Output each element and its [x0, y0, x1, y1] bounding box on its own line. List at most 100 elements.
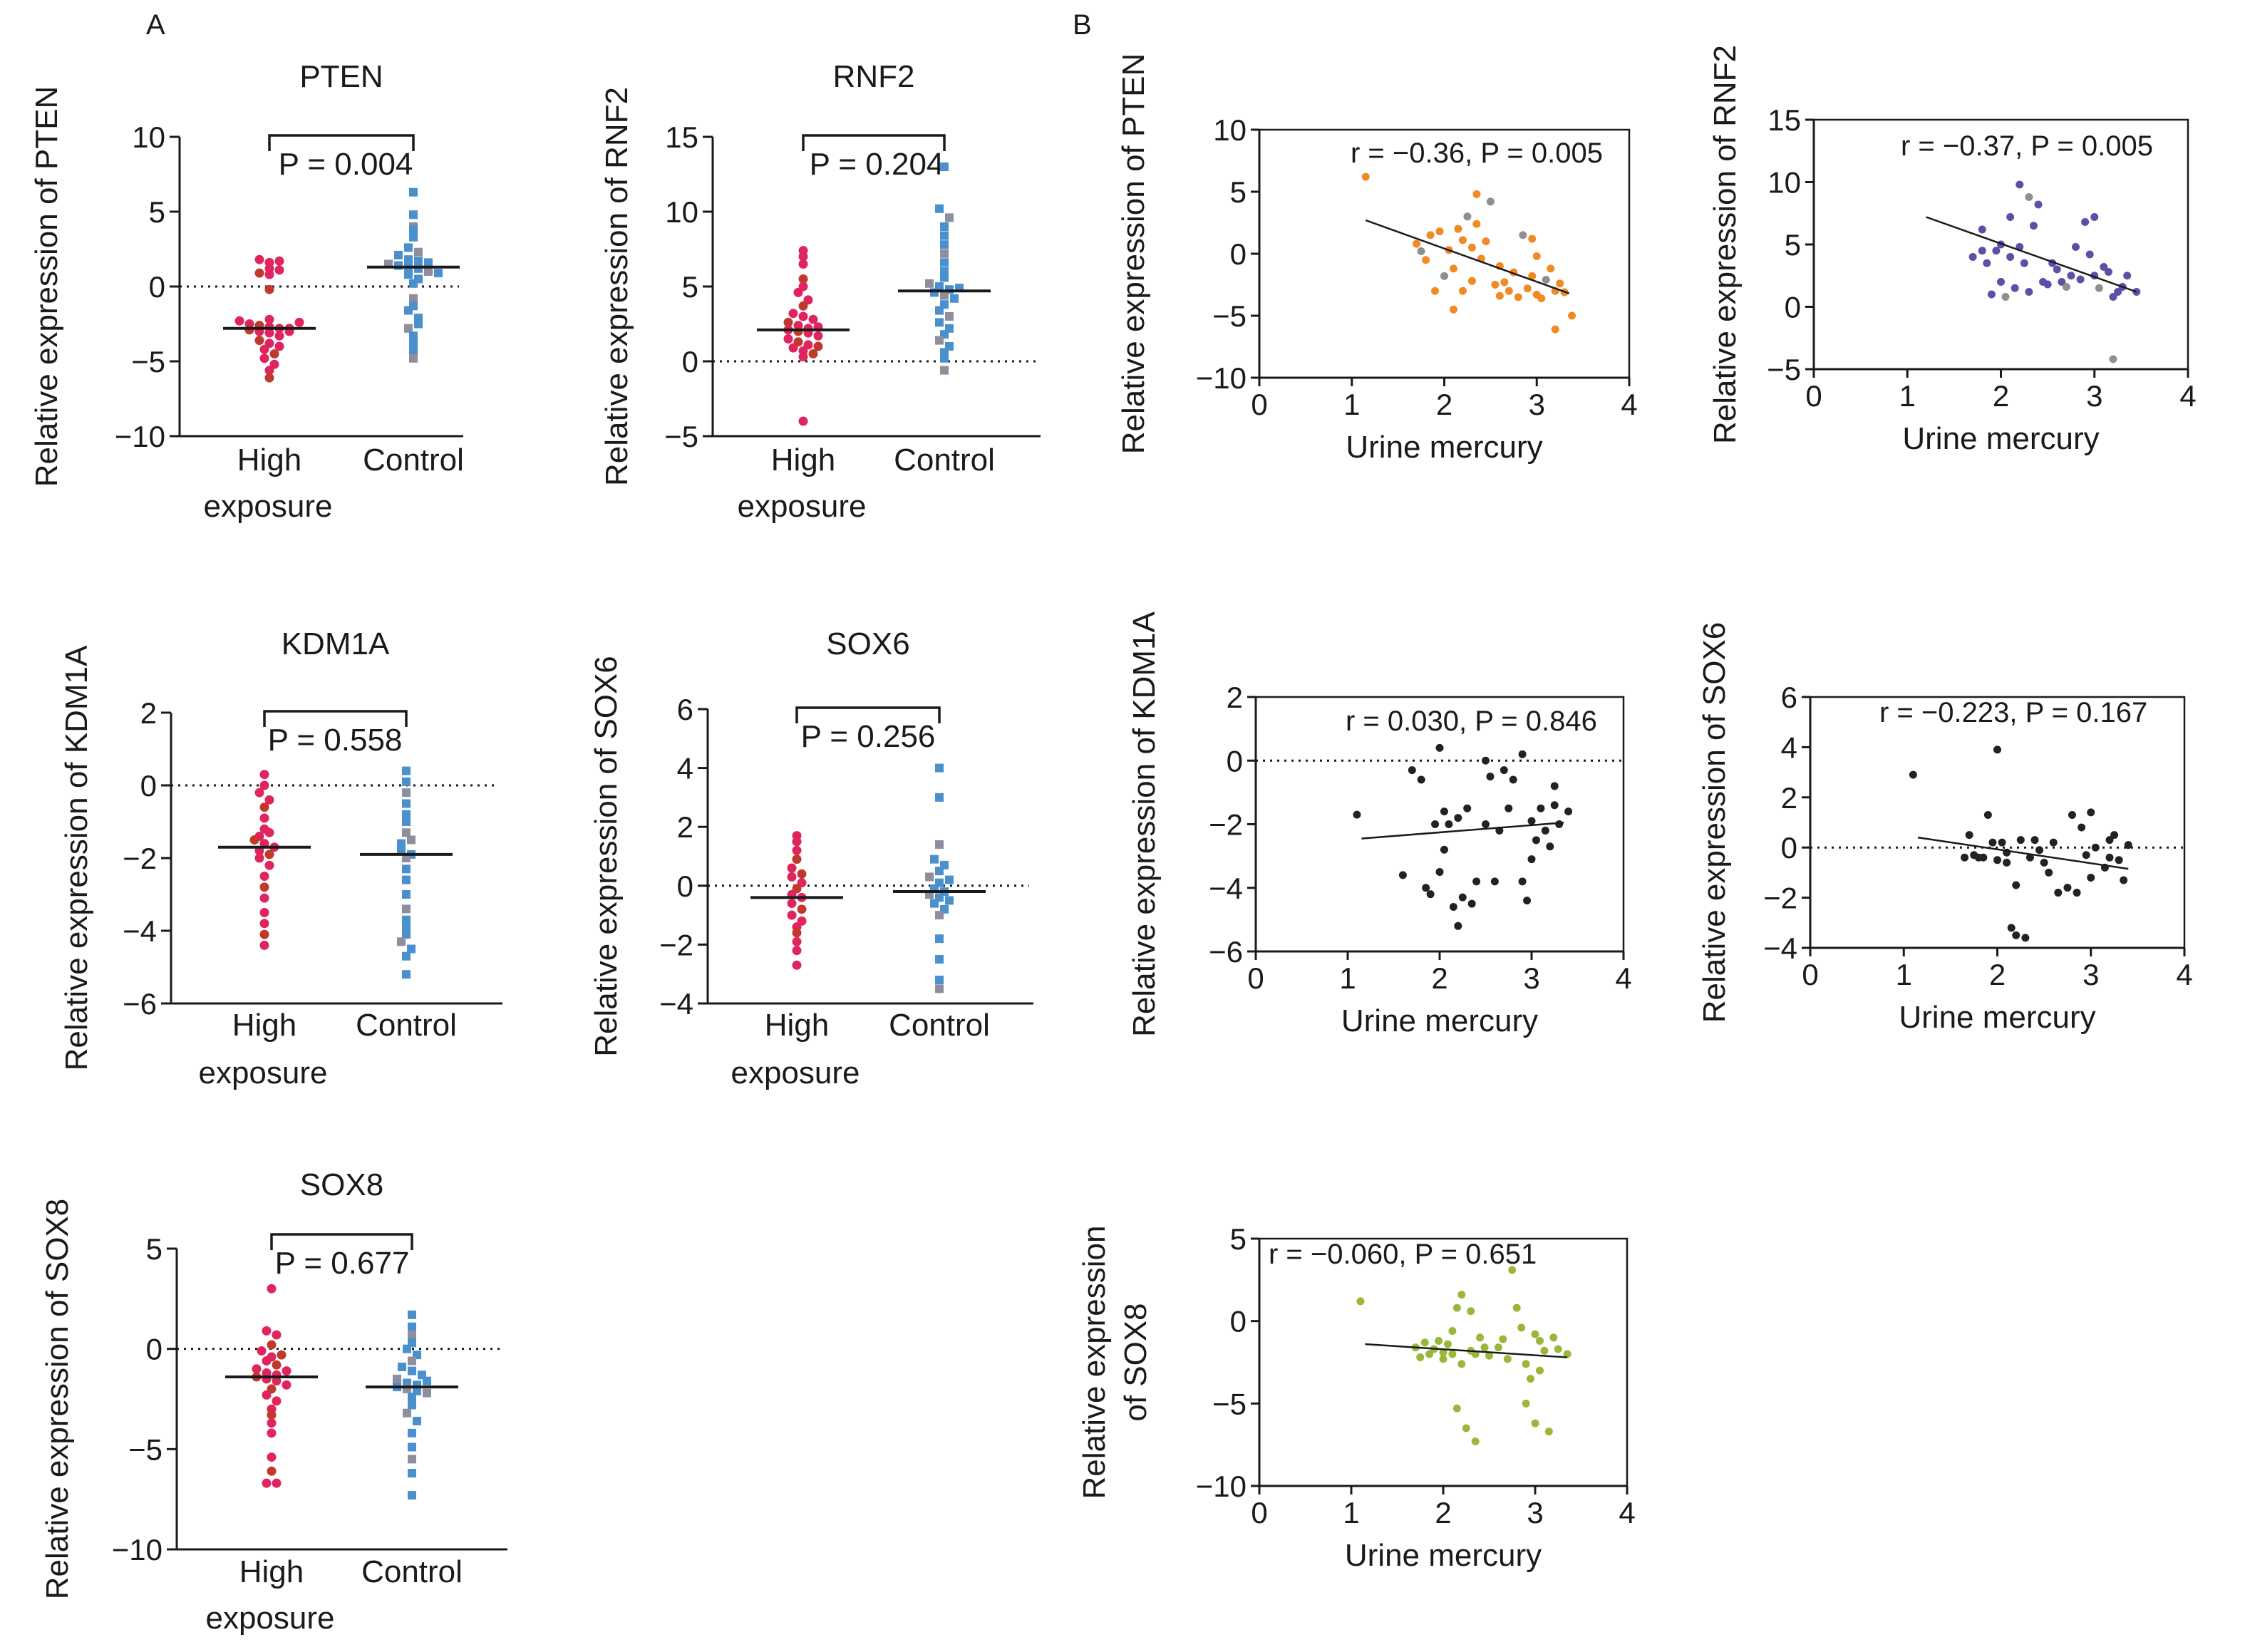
- y-tick-label-kdm1a-b: −2: [1209, 808, 1243, 842]
- data-point-sox8-b: [1535, 1366, 1544, 1375]
- significance-bracket-sox6: [795, 706, 941, 723]
- data-point-rnf2-b: [2025, 193, 2033, 201]
- data-point-high-exposure-sox8: [282, 1380, 291, 1390]
- data-point-high-exposure-sox6: [792, 946, 802, 956]
- data-point-sox8-b: [1452, 1404, 1461, 1413]
- data-point-sox6-b: [2073, 889, 2081, 897]
- data-point-rnf2-b: [1992, 247, 2001, 255]
- correlation-p-sox8: P = 0.651: [1415, 1239, 1537, 1270]
- data-point-sox8-b: [1554, 1345, 1562, 1353]
- y-tick-label-rnf2: 5: [682, 270, 698, 304]
- correlation-stats-sox6: r = −0.223, P = 0.167: [1879, 697, 2147, 728]
- data-point-sox8-b: [1480, 1343, 1489, 1352]
- x-tick-label-kdm1a-b: 0: [1247, 961, 1264, 995]
- data-point-rnf2-b: [2029, 222, 2038, 230]
- x-category-label-exposure-kdm1a: exposure: [198, 1055, 327, 1090]
- data-point-kdm1a-b: [1532, 836, 1540, 845]
- plot-frame-sox6: [1809, 696, 2186, 949]
- data-point-high-exposure-sox8: [277, 1350, 287, 1360]
- data-point-kdm1a-b: [1449, 903, 1457, 912]
- data-point-control-kdm1a: [402, 930, 411, 939]
- data-point-pten-b: [1482, 237, 1490, 246]
- correlation-stats-pten: r = −0.36, P = 0.005: [1351, 138, 1603, 169]
- data-point-sox6-b: [2054, 889, 2063, 897]
- data-point-rnf2-b: [1987, 290, 1996, 299]
- data-point-sox6-b: [2012, 931, 2020, 939]
- data-point-control-pten: [409, 187, 418, 197]
- data-point-sox6-b: [2110, 831, 2119, 840]
- data-point-kdm1a-b: [1422, 884, 1430, 892]
- data-point-high-exposure-sox8: [282, 1366, 291, 1376]
- data-point-control-sox6: [945, 875, 954, 884]
- data-point-sox6-b: [1961, 853, 1969, 862]
- data-point-high-exposure-sox8: [262, 1390, 272, 1400]
- data-point-high-exposure-kdm1a: [259, 940, 269, 950]
- p-value-sox6: P = 0.256: [801, 719, 936, 754]
- data-point-high-exposure-kdm1a: [249, 835, 259, 845]
- x-category-label-exposure-pten: exposure: [203, 489, 332, 524]
- y-tick-label-kdm1a-b: 2: [1227, 681, 1243, 714]
- significance-bracket-rnf2: [802, 134, 946, 151]
- data-point-sox8-b: [1499, 1335, 1507, 1343]
- data-point-control-sox6: [935, 975, 944, 984]
- data-point-sox8-b: [1452, 1303, 1461, 1312]
- data-point-control-sox8: [408, 1400, 416, 1410]
- data-point-sox6-b: [2091, 843, 2100, 852]
- y-tick-label-sox6-b: 6: [1781, 681, 1797, 714]
- x-category-label-high-rnf2: High: [771, 443, 836, 477]
- data-point-high-exposure-sox6: [792, 845, 802, 855]
- data-point-sox8-b: [1527, 1375, 1535, 1383]
- x-category-label-high-sox8: High: [239, 1554, 304, 1589]
- data-point-rnf2-b: [2076, 275, 2085, 284]
- data-point-kdm1a-b: [1454, 814, 1462, 822]
- y-axis-label-sox8-b-line2: of SOX8: [1118, 1303, 1153, 1421]
- data-point-control-pten: [409, 225, 418, 234]
- y-tick-label-sox8: −10: [112, 1533, 162, 1566]
- regression-line-kdm1a: [1361, 822, 1564, 840]
- x-category-label-high-sox6: High: [765, 1008, 830, 1043]
- data-point-kdm1a-b: [1431, 820, 1440, 828]
- data-point-control-kdm1a: [402, 788, 411, 797]
- data-point-pten-b: [1505, 286, 1513, 295]
- data-point-control-pten: [409, 353, 418, 363]
- data-point-control-sox6: [925, 872, 934, 882]
- x-tick-label-sox8-b: 3: [1527, 1496, 1543, 1529]
- data-point-pten-b: [1547, 264, 1555, 273]
- y-tick-label-rnf2: 15: [665, 120, 698, 154]
- x-axis-label-sox6-b: Urine mercury: [1899, 1000, 2095, 1035]
- y-tick-label-sox6-b: −2: [1763, 882, 1797, 915]
- data-point-sox6-b: [1993, 745, 2001, 754]
- data-point-kdm1a-b: [1550, 801, 1559, 810]
- data-point-control-kdm1a: [402, 922, 411, 931]
- data-point-kdm1a-b: [1454, 921, 1462, 930]
- data-point-high-exposure-pten: [274, 331, 284, 341]
- data-point-sox8-b: [1439, 1348, 1447, 1357]
- y-tick-label-sox8: 5: [146, 1232, 162, 1266]
- data-point-control-kdm1a: [397, 937, 406, 946]
- data-point-high-exposure-sox8: [262, 1356, 272, 1366]
- data-point-control-pten: [424, 267, 433, 276]
- data-point-pten-b: [1458, 286, 1467, 295]
- data-point-high-exposure-sox8: [267, 1428, 277, 1438]
- x-tick-label-kdm1a-b: 1: [1339, 961, 1356, 995]
- data-point-rnf2-b: [2109, 293, 2117, 301]
- data-point-pten-b: [1556, 279, 1564, 288]
- data-point-control-rnf2: [940, 162, 949, 171]
- data-point-pten-b: [1435, 227, 1444, 236]
- correlation-p-pten: P = 0.005: [1480, 138, 1603, 169]
- data-point-kdm1a-b: [1523, 897, 1532, 905]
- data-point-sox8-b: [1443, 1340, 1452, 1348]
- data-point-high-exposure-kdm1a: [264, 850, 274, 859]
- regression-line-sox8: [1365, 1343, 1568, 1358]
- data-point-rnf2-b: [2062, 283, 2070, 291]
- chart-title-sox6: SOX6: [826, 626, 909, 661]
- data-point-sox6-b: [2025, 853, 2034, 862]
- data-point-pten-b: [1472, 220, 1481, 228]
- data-point-kdm1a-b: [1546, 842, 1554, 851]
- data-point-high-exposure-sox6: [792, 855, 802, 864]
- data-point-high-exposure-rnf2: [798, 252, 808, 262]
- data-point-rnf2-b: [2067, 272, 2075, 280]
- data-point-control-rnf2: [945, 213, 954, 222]
- data-point-control-rnf2: [940, 222, 949, 231]
- chart-title-pten: PTEN: [299, 59, 383, 94]
